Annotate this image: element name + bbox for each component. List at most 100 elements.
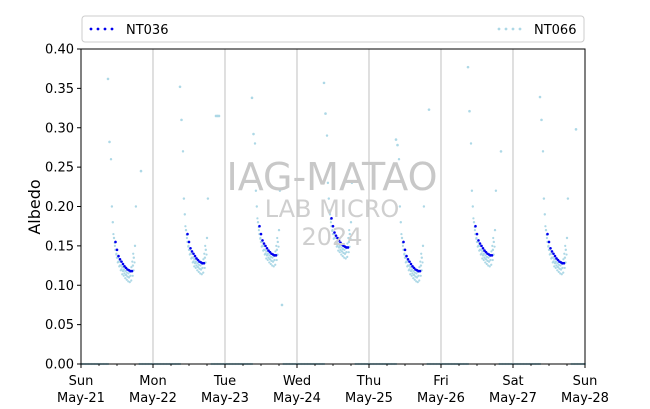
nt066-point (553, 258, 556, 261)
nt066-point (418, 266, 421, 269)
nt066-point (131, 260, 134, 263)
nt036-point (334, 234, 338, 237)
legend-marker-dot (89, 27, 93, 31)
nt066-point (122, 268, 126, 271)
nt066-point (268, 258, 272, 261)
x-tick-date-label: May-25 (345, 391, 393, 406)
nt066-point (187, 244, 190, 247)
nt066-point (185, 236, 189, 240)
legend-marker-nt066 (497, 27, 522, 31)
nt066-point (483, 256, 486, 259)
nt036-point (552, 252, 555, 256)
watermark-line-2: LAB MICRO (265, 195, 400, 223)
nt066-outlier (180, 118, 183, 122)
nt066-point (544, 225, 547, 228)
nt066-point (347, 240, 351, 244)
nt066-point (561, 266, 564, 270)
nt066-point (559, 264, 562, 267)
nt036-point (481, 246, 485, 250)
legend-label-nt066: NT066 (534, 23, 576, 38)
nt066-point (199, 264, 202, 267)
nt066-point (564, 244, 567, 247)
nt036-point (403, 248, 407, 252)
nt066-point (336, 244, 339, 248)
nt066-point (113, 244, 117, 247)
nt036-point (187, 240, 191, 244)
nt066-point (397, 158, 401, 161)
nt066-point (420, 252, 423, 255)
nt066-point (553, 265, 556, 268)
nt066-point (492, 236, 495, 240)
nt066-outlier (250, 96, 254, 100)
nt066-point (275, 258, 278, 262)
nt066-point (110, 205, 114, 208)
legend-marker-dot (518, 27, 522, 31)
nt066-point (199, 268, 203, 271)
nt066-point (201, 266, 204, 270)
nt066-point (472, 217, 475, 220)
nt066-point (115, 252, 118, 255)
nt036-point (114, 240, 117, 244)
y-tick-label: 0.40 (45, 43, 74, 58)
legend-marker-dot (96, 27, 100, 31)
nt036-point (333, 231, 336, 234)
x-tick-date-label: May-23 (201, 391, 249, 406)
nt066-point (469, 142, 473, 145)
nt036-point (408, 260, 411, 263)
nt066-point (257, 229, 261, 232)
nt066-point (489, 258, 492, 262)
x-tick-date-label: May-24 (273, 391, 321, 406)
nt066-point (491, 244, 494, 247)
nt066-point (268, 254, 271, 257)
nt066-point (124, 273, 128, 277)
nt066-point (132, 252, 135, 255)
nt066-point (563, 256, 567, 259)
y-tick-label: 0.00 (45, 358, 74, 373)
nt066-point (543, 213, 546, 216)
nt066-point (421, 244, 425, 248)
nt066-point (205, 253, 208, 256)
nt066-point (325, 134, 329, 137)
y-tick-label: 0.35 (45, 82, 74, 97)
nt036-point (331, 224, 335, 228)
nt066-point (407, 264, 411, 267)
nt066-point (203, 256, 207, 259)
nt066-outlier (574, 128, 578, 131)
nt066-point (254, 189, 258, 192)
nt066-point (492, 240, 495, 244)
nt066-outlier (139, 169, 143, 173)
nt066-point (400, 232, 403, 236)
nt066-point (410, 274, 413, 277)
nt066-point (272, 265, 275, 268)
nt066-point (200, 273, 203, 276)
nt066-point (470, 189, 474, 192)
nt066-point (398, 205, 402, 208)
nt066-point (482, 258, 485, 262)
x-axis-ticks: Sun May-21 Mon May-22 Tue May-23 Wed May-24 Thu M… (57, 364, 609, 406)
nt036-point (490, 254, 494, 257)
nt036-point (477, 239, 480, 242)
legend-marker-dot (511, 27, 515, 31)
nt066-point (556, 269, 559, 272)
legend-marker-dot (110, 27, 114, 31)
nt036-point (553, 254, 557, 258)
legend-marker-dot (103, 27, 107, 31)
nt036-point (121, 262, 125, 266)
nt066-point (343, 252, 347, 255)
nt066-point (422, 205, 426, 208)
nt066-point (255, 205, 258, 208)
nt066-point (329, 221, 333, 224)
nt066-point (328, 213, 332, 216)
nt066-point (197, 270, 200, 273)
nt036-point (405, 254, 408, 258)
nt066-outlier (538, 95, 542, 99)
nt066-point (482, 252, 486, 255)
nt066-outlier (394, 138, 398, 141)
nt066-point (551, 256, 555, 259)
nt066-outlier (396, 143, 399, 147)
nt066-point (341, 255, 344, 258)
nt066-point (193, 258, 196, 261)
nt066-outlier (427, 108, 431, 111)
nt066-point (196, 265, 200, 269)
nt066-point (253, 142, 257, 145)
